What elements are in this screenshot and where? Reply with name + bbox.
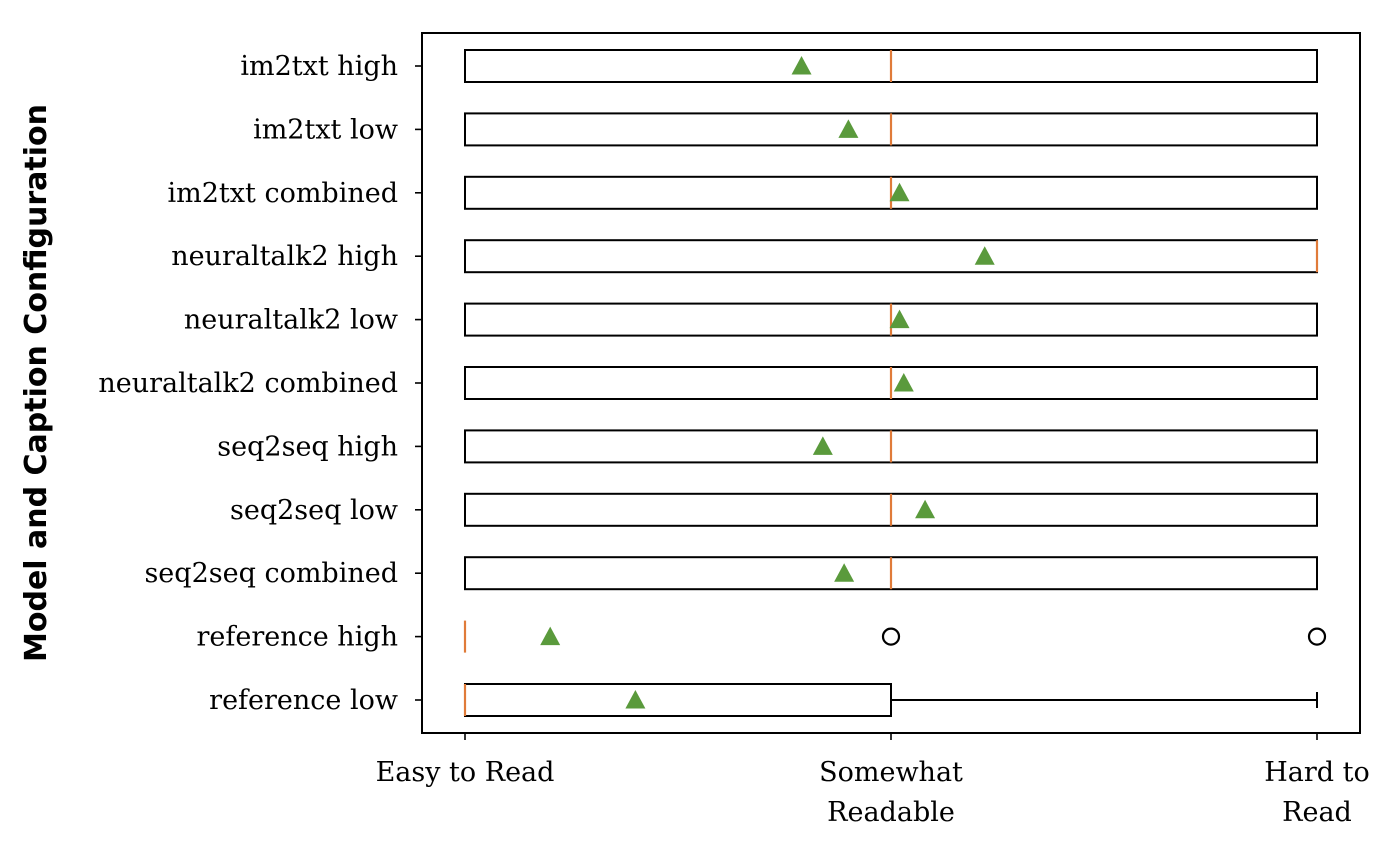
x-tick-label: Hard to <box>1264 757 1370 788</box>
box-row <box>464 175 1318 210</box>
boxes-group <box>463 49 1327 717</box>
box-row <box>463 620 1327 653</box>
y-tick-label: neuraltalk2 high <box>171 241 398 272</box>
mean-marker <box>791 56 812 75</box>
box-row <box>464 492 1318 527</box>
iqr-box <box>464 239 1318 274</box>
mean-marker <box>889 309 910 329</box>
box-row <box>464 49 1318 83</box>
mean-marker <box>625 690 646 709</box>
mean-marker <box>915 499 936 519</box>
y-tick-labels: im2txt high im2txt low im2txt combined neur… <box>98 51 422 716</box>
x-tick-label: Read <box>1282 797 1352 828</box>
y-tick-label: seq2seq combined <box>144 558 398 589</box>
box-row <box>464 366 1318 400</box>
iqr-box <box>464 683 892 717</box>
x-tick-labels: Easy to Read Somewhat Readable Hard to Read <box>376 733 1370 828</box>
box-row <box>463 683 1318 717</box>
mean-marker <box>974 246 995 265</box>
mean-marker <box>812 436 833 455</box>
mean-marker <box>889 182 910 202</box>
outlier-point <box>881 627 901 646</box>
x-tick-label: Easy to Read <box>376 757 555 788</box>
y-tick-label: im2txt low <box>253 114 398 145</box>
box-row <box>464 429 1318 464</box>
mean-marker <box>838 119 859 138</box>
box-row <box>464 239 1319 274</box>
y-axis-label: Model and Caption Configuration <box>19 104 54 662</box>
box-row <box>464 112 1318 147</box>
outlier-point <box>1307 627 1327 646</box>
x-tick-label: Somewhat <box>819 757 963 788</box>
y-tick-label: seq2seq low <box>230 495 398 526</box>
y-tick-label: im2txt high <box>240 51 398 82</box>
y-tick-label: neuraltalk2 low <box>184 305 398 336</box>
y-tick-label: reference high <box>196 622 398 653</box>
mean-marker <box>834 563 855 582</box>
mean-marker <box>540 626 561 646</box>
y-tick-label: reference low <box>209 685 398 716</box>
y-tick-label: im2txt combined <box>168 178 398 209</box>
x-tick-label: Readable <box>827 797 955 828</box>
y-tick-label: seq2seq high <box>217 431 398 462</box>
mean-marker <box>893 373 914 392</box>
y-tick-label: neuraltalk2 combined <box>98 368 398 399</box>
box-row <box>464 302 1318 337</box>
box-row <box>464 556 1318 591</box>
